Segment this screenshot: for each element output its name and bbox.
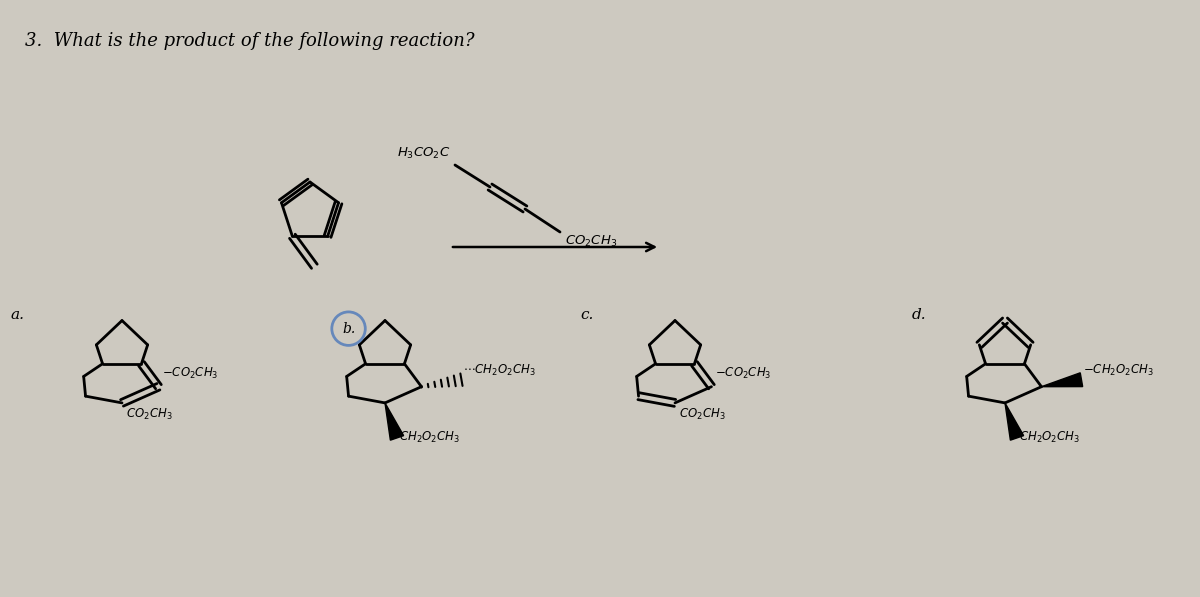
Text: $-CH_2O_2CH_3$: $-CH_2O_2CH_3$ (1084, 362, 1154, 378)
Text: a.: a. (10, 308, 24, 322)
Text: $CO_2CH_3$: $CO_2CH_3$ (126, 407, 173, 422)
Text: $-CO_2CH_3$: $-CO_2CH_3$ (162, 365, 218, 381)
Text: $CH_2O_2CH_3$: $CH_2O_2CH_3$ (398, 430, 460, 445)
Text: b.: b. (342, 322, 355, 336)
Text: $CO_2CH_3$: $CO_2CH_3$ (679, 407, 726, 422)
Text: d.: d. (912, 308, 926, 322)
Text: $H_3CO_2C$: $H_3CO_2C$ (397, 146, 450, 161)
Text: $-CO_2CH_3$: $-CO_2CH_3$ (715, 365, 772, 381)
Polygon shape (1006, 403, 1024, 440)
Text: c.: c. (580, 308, 593, 322)
Text: $CO_2CH_3$: $CO_2CH_3$ (565, 234, 617, 249)
Text: 3.  What is the product of the following reaction?: 3. What is the product of the following … (25, 32, 474, 50)
Polygon shape (385, 403, 403, 440)
Text: $CH_2O_2CH_3$: $CH_2O_2CH_3$ (1019, 430, 1080, 445)
Polygon shape (1042, 373, 1082, 387)
Text: $\cdots CH_2O_2CH_3$: $\cdots CH_2O_2CH_3$ (463, 362, 536, 378)
